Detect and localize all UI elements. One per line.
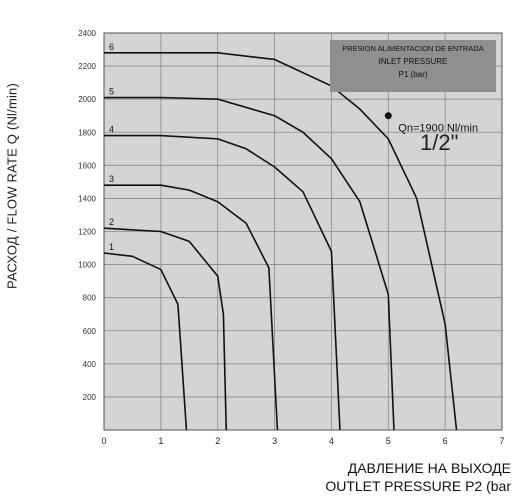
size-label: 1/2" [420, 130, 458, 155]
curve-label: 1 [109, 242, 114, 252]
x-tick-label: 2 [215, 436, 220, 446]
curve-p1-5 [104, 96, 395, 431]
legend-unit: P1 (bar) [399, 70, 428, 79]
curve-p1-6 [104, 52, 458, 431]
nominal-flow-label: Qn=1900 Nl/min [398, 123, 478, 135]
curve-label: 4 [109, 125, 114, 135]
curve-label: 2 [109, 217, 114, 227]
y-tick-label: 1400 [78, 194, 96, 203]
x-tick-label: 7 [499, 436, 504, 446]
y-tick-label: 1000 [78, 261, 96, 270]
x-axis-label: ДАВЛЕНИЕ НА ВЫХОДЕ OUTLET PRESSURE P2 (b… [325, 459, 511, 495]
y-tick-label: 400 [83, 360, 97, 369]
y-axis-label: РАСХОД / FLOW RATE Q (Nl/min) [0, 0, 24, 440]
curve-p1-1 [103, 252, 188, 431]
y-tick-label: 2200 [78, 62, 96, 71]
y-tick-label: 800 [83, 294, 97, 303]
curves-layer [103, 52, 458, 431]
x-axis-label-en: OUTLET PRESSURE P2 (bar [325, 478, 511, 494]
y-tick-label: 600 [83, 327, 97, 336]
y-tick-label: 1600 [78, 161, 96, 170]
y-tick-label: 2400 [78, 29, 96, 38]
x-tick-label: 1 [158, 436, 163, 446]
curve-p1-2 [103, 227, 228, 431]
x-tick-label: 4 [329, 436, 334, 446]
x-axis-label-ru: ДАВЛЕНИЕ НА ВЫХОДЕ [347, 460, 511, 476]
y-tick-label: 1200 [78, 228, 96, 237]
curve-label: 6 [109, 42, 114, 52]
plot-frame [103, 32, 503, 431]
legend-box [330, 40, 496, 92]
y-tick-label: 200 [83, 393, 97, 402]
x-tick-label: 3 [272, 436, 277, 446]
curve-label: 3 [109, 174, 114, 184]
nominal-flow-marker [384, 112, 392, 120]
x-tick-label: 0 [101, 436, 106, 446]
legend-title: PRESION ALIMENTACION DE ENTRADA [342, 44, 484, 53]
curve-label: 5 [109, 87, 114, 97]
y-tick-label: 2000 [78, 95, 96, 104]
labels-layer: 0 1 2 3 4 5 6 724002200200018001600140012001000… [78, 29, 504, 446]
y-tick-label: 1800 [78, 128, 96, 137]
x-tick-label: 5 [386, 436, 391, 446]
curve-p1-3 [104, 184, 279, 431]
y-axis-label-text: РАСХОД / FLOW RATE Q (Nl/min) [4, 82, 20, 290]
legend-subtitle: INLET PRESSURE [379, 57, 448, 66]
curve-p1-4 [104, 134, 341, 431]
x-tick-label: 6 [443, 436, 448, 446]
